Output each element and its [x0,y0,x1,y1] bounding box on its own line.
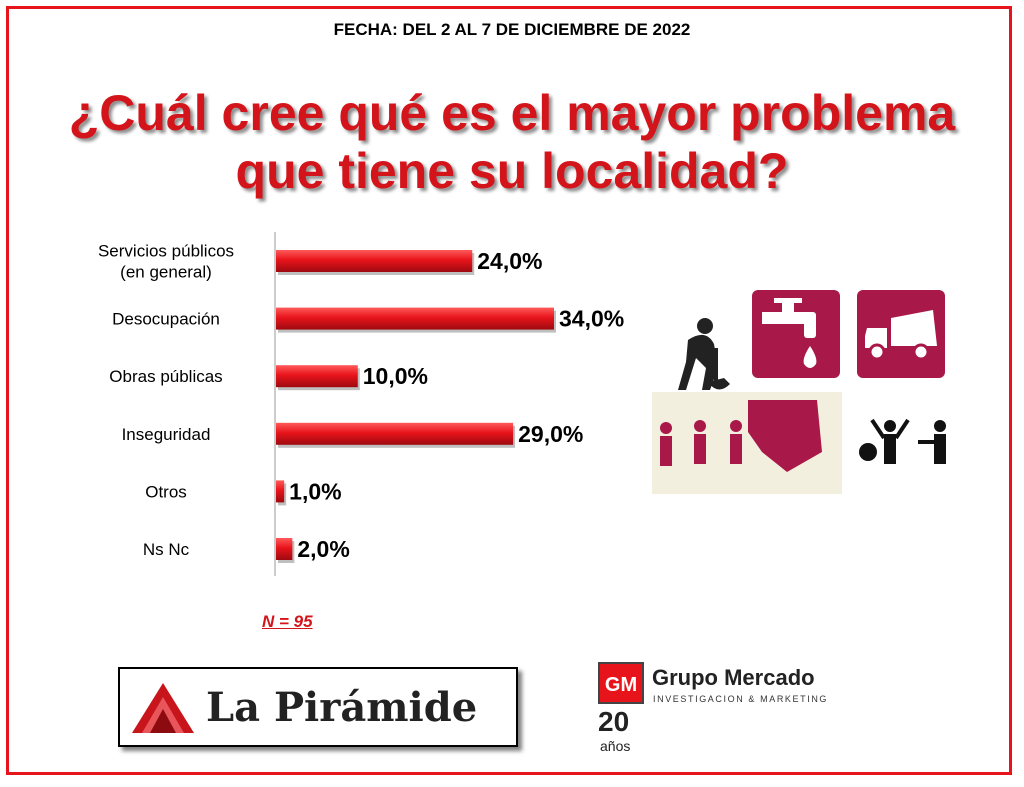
data-label: 1,0% [289,478,341,504]
category-label-line: Servicios públicos [98,242,234,261]
bar [276,538,293,560]
layoff-pointing-hand-icon [652,392,842,494]
grupo-mercado-years: 20 [598,706,630,737]
category-label: Ns Nc [143,540,190,559]
category-label-line: (en general) [120,263,212,282]
grupo-mercado-logo-icon: GM [598,662,644,704]
la-piramide-logo-box: La Pirámide [118,667,518,747]
page-title: ¿Cuál cree qué es el mayor problema que … [0,84,1024,200]
data-label: 29,0% [518,421,583,447]
survey-date: FECHA: DEL 2 AL 7 DE DICIEMBRE DE 2022 [333,20,691,39]
gm-logo-letters: GM [605,674,637,696]
category-label: Inseguridad [122,425,211,444]
worker-digging-icon [678,318,730,390]
category-label: Desocupación [112,310,220,329]
bar [276,307,554,330]
grupo-mercado-subtitle: INVESTIGACION & MARKETING [653,694,829,704]
title-line-2: que tiene su localidad? [235,143,789,199]
garbage-truck-icon [857,290,945,378]
icons-collage [650,288,960,503]
category-label-line: Desocupación [112,310,220,329]
sample-size-label: N = 95 [262,612,313,631]
bar [276,250,473,272]
category-label: Obras públicas [109,367,222,386]
robbery-icon [859,418,946,464]
category-label-line: Obras públicas [109,367,222,386]
category-label-line: Inseguridad [122,425,211,444]
page-frame [6,6,1012,775]
title-line-1: ¿Cuál cree qué es el mayor problema [68,85,956,141]
category-label-line: Ns Nc [143,540,190,559]
data-label: 10,0% [363,363,428,389]
category-label: Servicios públicos (en general) [98,242,234,282]
la-piramide-name: La Pirámide [206,684,478,731]
bar [276,365,358,388]
bar [276,422,514,445]
category-label: Otros [145,482,187,501]
water-faucet-icon [752,290,840,378]
data-label: 2,0% [297,536,349,562]
grupo-mercado-name: Grupo Mercado [652,665,815,690]
grupo-mercado-years-word: años [600,738,631,754]
data-label: 24,0% [477,248,542,274]
data-label: 34,0% [559,306,624,332]
category-label-line: Otros [145,482,187,501]
pyramid-logo-icon [132,683,194,733]
bar [276,480,285,503]
